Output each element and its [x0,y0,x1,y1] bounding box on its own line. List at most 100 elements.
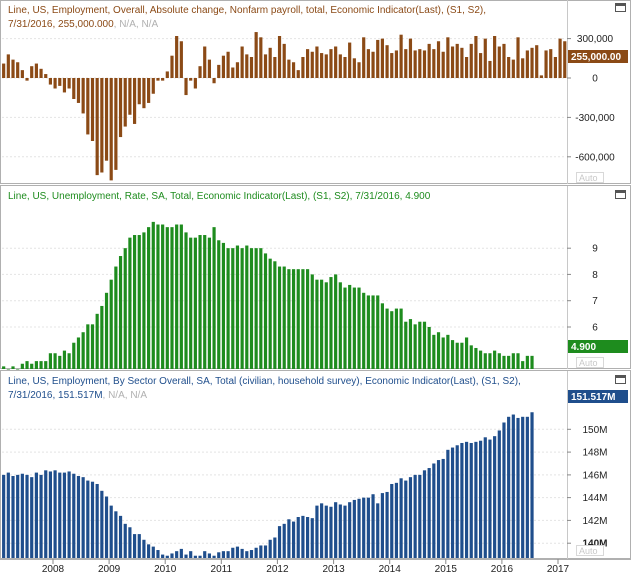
panel-2-bar [366,295,370,369]
panel-3-bar [521,416,525,558]
panel-2-bar [193,237,197,369]
panel-1-bar [479,53,483,78]
panel-3-bar [348,502,352,558]
panel-1-last-value: 255,000.00 [571,52,621,63]
panel-1-bar [511,59,515,79]
panel-1-window-button[interactable] [615,3,626,12]
panel-1-bar [109,78,113,181]
panel-2-auto-label: Auto [579,358,598,368]
panel-3-bar [161,554,165,558]
panel-3-bar [460,442,464,558]
panel-3-bar [385,491,389,558]
panel-2-bar [516,353,520,369]
panel-3-bar [189,551,193,558]
x-tick-label: 2014 [379,564,402,574]
x-tick-label: 2008 [42,564,65,574]
panel-3-bar [179,548,183,558]
panel-3-bar [147,544,151,558]
panel-1-bar [502,43,506,79]
panel-2-window-button[interactable] [615,190,626,199]
panel-2-bar [245,245,249,369]
panel-2-bar [175,224,179,369]
panel-3-bar [488,439,492,558]
panel-1-bar [432,49,436,79]
panel-1-bar [226,51,230,78]
panel-2-bar [189,237,193,369]
panel-1-bar [147,78,151,103]
panel-3-bar [198,555,202,558]
panel-2-bar [376,295,380,369]
panel-3-bar [240,548,244,558]
panel-2-last-value-box [568,340,628,353]
panel-1-bar [460,47,464,78]
panel-3-auto-box[interactable] [576,545,604,556]
panel-2-bar [464,337,469,369]
panel-3-bar [277,526,282,558]
panel-1-bar [39,68,43,78]
panel-3-y-tick-label: 144M [582,493,607,504]
panel-2-bar [34,361,38,369]
panel-3-bar [352,499,356,558]
x-tick-label: 2012 [266,564,289,574]
panel-3-bar [291,521,296,558]
panel-2-bar [114,266,118,369]
panel-3-window-button[interactable] [615,375,626,384]
panel-1-bar [95,78,99,176]
panel-1-bar [175,36,179,78]
panel-3-y-tick-label: 140M [582,539,607,550]
panel-3-y-tick-label: 148M [582,448,607,459]
panel-2-bar [53,353,57,369]
panel-1-bar [100,78,104,173]
panel-3-bar [151,546,155,558]
panel-2-bar [44,361,48,369]
panel-2-bar [408,319,413,369]
panel-3-bar [422,470,427,558]
panel-1-bar [553,57,557,78]
panel-1-bar [366,49,370,79]
panel-1-title-line-1: Line, US, Employment, Overall, Absolute … [8,5,486,16]
panel-2-bar [427,326,431,369]
panel-2-bar [357,287,361,369]
panel-3-bar [58,472,62,558]
panel-3-bar [450,447,455,558]
panel-2-bar [450,340,455,369]
panel-1-bar [273,57,277,78]
panel-1-bar [530,47,534,78]
panel-1-bar [404,49,408,79]
panel-2-bar [2,366,6,369]
panel-3-bar [306,517,310,558]
panel-1-bar [235,62,240,78]
panel-3-bar [455,445,459,558]
panel-3-bar [67,471,71,558]
panel-2-bar [324,282,328,369]
panel-1-auto-box[interactable] [576,172,604,183]
panel-3-bar [273,537,277,558]
panel-2-bar [525,355,529,369]
panel-1-bar [132,78,137,124]
panel-3-bar [20,473,24,558]
panel-1-bar [338,54,342,79]
panel-2-bar [170,227,174,369]
panel-1-bar [123,78,127,127]
panel-2-bar [240,248,244,369]
panel-1-bar [104,78,109,161]
x-tick-label: 2013 [322,564,345,574]
panel-1-bar [2,63,6,78]
panel-3-bar [90,481,95,558]
panel-3-bar [469,442,473,558]
panel-3-bar [245,551,249,558]
panel-1-bar [203,46,207,78]
panel-1-bar [563,41,567,78]
panel-1-bar [399,34,403,78]
panel-3-bar [418,474,422,558]
panel-3-bar [11,476,15,558]
panel-1-bar [212,78,216,84]
panel-2-bar [493,350,497,369]
panel-1-bar [357,62,361,78]
panel-1-bar [221,55,226,78]
panel-1-bar [544,50,548,78]
panel-2-auto-box[interactable] [576,357,604,368]
panel-2-bar [320,279,324,369]
panel-1-bar [469,43,473,79]
panel-1-bar [198,66,202,78]
